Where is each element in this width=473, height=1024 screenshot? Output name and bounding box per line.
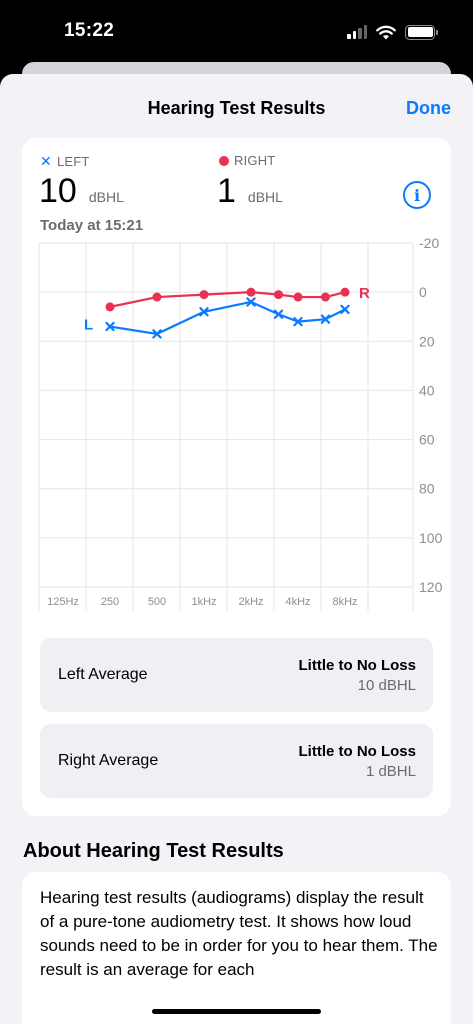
right-average-value: 1 dBHL xyxy=(365,763,416,780)
left-average-status: Little to No Loss xyxy=(298,657,417,674)
y-tick-label: 100 xyxy=(419,530,443,546)
legend-left-label: LEFT xyxy=(56,154,90,169)
series-label-L: L xyxy=(84,317,93,334)
legend-left: ✕ LEFT xyxy=(40,153,90,170)
data-point-L xyxy=(105,321,115,332)
left-value-number: 10 xyxy=(39,172,77,210)
status-time: 15:22 xyxy=(64,20,115,41)
right-value: 1 dBHL xyxy=(217,172,283,211)
x-tick-label: 250 xyxy=(101,596,119,608)
y-tick-label: -20 xyxy=(419,235,439,251)
y-tick-label: 60 xyxy=(419,432,435,448)
about-heading: About Hearing Test Results xyxy=(23,840,284,862)
data-point-R xyxy=(105,302,115,312)
data-point-L xyxy=(246,297,256,307)
battery-icon xyxy=(405,24,438,40)
data-point-R xyxy=(199,290,209,300)
y-tick-label: 0 xyxy=(419,284,427,300)
legend-right-label: RIGHT xyxy=(234,153,276,168)
data-point-L xyxy=(340,304,350,315)
right-average-row: Right Average Little to No Loss 1 dBHL xyxy=(40,724,433,798)
x-tick-label: 2kHz xyxy=(238,596,263,608)
series-line-R xyxy=(109,291,346,308)
data-point-R xyxy=(320,292,330,302)
y-tick-label: 80 xyxy=(419,481,435,497)
audiogram-card: ✕ LEFT RIGHT 10 dBHL 1 dBHL i Today at 1… xyxy=(22,138,451,816)
nav-title: Hearing Test Results xyxy=(147,98,326,118)
right-ear-dot-icon xyxy=(219,155,229,166)
left-ear-x-icon: ✕ xyxy=(40,153,52,169)
y-tick-label: 20 xyxy=(419,333,435,349)
cellular-signal-icon xyxy=(347,25,367,39)
hearing-results-sheet: Hearing Test Results Done ✕ LEFT RIGHT 1… xyxy=(0,74,473,1024)
right-average-status: Little to No Loss xyxy=(298,743,417,760)
x-tick-label: 4kHz xyxy=(285,596,310,608)
info-circle-icon[interactable]: i xyxy=(403,181,431,209)
status-bar: 15:22 xyxy=(0,0,473,64)
x-tick-label: 500 xyxy=(148,596,166,608)
data-point-L xyxy=(293,316,303,327)
about-card: Hearing test results (audiograms) displa… xyxy=(22,872,451,1024)
data-point-R xyxy=(293,292,303,302)
data-point-L xyxy=(199,307,209,317)
right-average-label: Right Average xyxy=(58,752,159,769)
data-point-R xyxy=(246,287,256,297)
audiogram-chart: -20 0 20 40 60 80 100 120 125Hz 250 500 1kHz 2kHz 4kH… xyxy=(38,235,443,611)
data-point-R xyxy=(340,287,350,297)
series-line-L xyxy=(109,300,346,336)
left-average-row: Left Average Little to No Loss 10 dBHL xyxy=(40,638,433,712)
left-average-label: Left Average xyxy=(58,666,148,683)
x-tick-label: 125Hz xyxy=(47,596,79,608)
test-date: Today at 15:21 xyxy=(40,217,144,234)
wifi-icon xyxy=(376,25,396,39)
data-point-R xyxy=(152,292,162,302)
status-icons xyxy=(347,22,438,42)
x-tick-label: 8kHz xyxy=(332,596,357,608)
left-value-unit: dBHL xyxy=(88,189,124,205)
data-point-R xyxy=(273,290,283,300)
x-tick-label: 1kHz xyxy=(191,596,216,608)
done-button[interactable]: Done xyxy=(406,98,451,118)
legend-right: RIGHT xyxy=(219,153,275,168)
left-average-value: 10 dBHL xyxy=(357,677,416,694)
data-point-L xyxy=(320,314,331,324)
right-value-unit: dBHL xyxy=(247,189,283,205)
series-label-R: R xyxy=(359,285,370,302)
about-text: Hearing test results (audiograms) displa… xyxy=(40,888,438,979)
right-value-number: 1 xyxy=(217,172,236,210)
data-point-L xyxy=(152,329,162,339)
y-tick-label: 120 xyxy=(419,579,443,595)
home-indicator[interactable] xyxy=(152,1009,321,1014)
y-tick-label: 40 xyxy=(419,382,435,398)
left-value: 10 dBHL xyxy=(39,172,124,211)
data-point-L xyxy=(273,309,284,319)
